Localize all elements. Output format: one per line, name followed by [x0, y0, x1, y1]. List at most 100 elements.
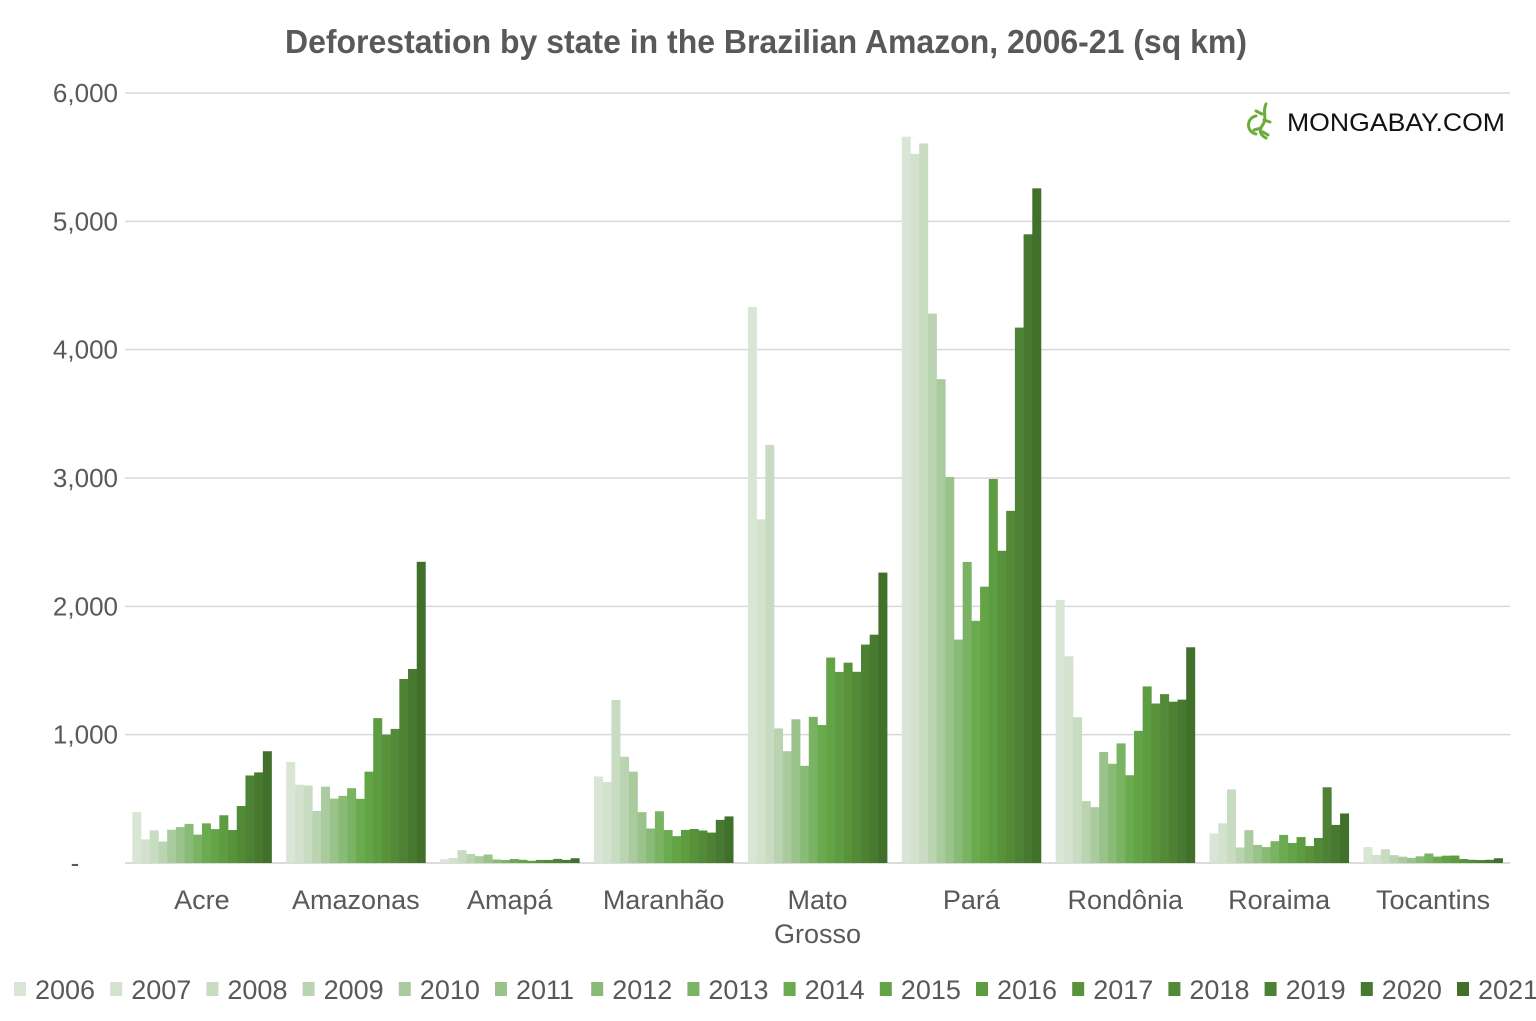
- bar-2014: [509, 859, 519, 863]
- bar-2011: [329, 798, 339, 863]
- bar-2016: [1142, 686, 1152, 863]
- bar-group-roraima: [1209, 787, 1350, 863]
- bar-2006: [901, 136, 911, 864]
- bar-2008: [1380, 849, 1390, 863]
- bar-group-mato-grosso: [747, 306, 888, 864]
- bar-2017: [1151, 703, 1161, 863]
- legend-swatch: [206, 982, 219, 996]
- legend-label: 2019: [1286, 975, 1346, 1005]
- x-tick-label: Amazonas: [292, 885, 420, 915]
- bar-group-maranhão: [594, 699, 734, 863]
- legend-item-2018: 2018: [1168, 975, 1249, 1005]
- bar-2016: [1450, 855, 1460, 863]
- bar-2018: [1006, 510, 1016, 863]
- bar-2021: [262, 751, 272, 863]
- bar-2019: [1014, 327, 1024, 863]
- bar-2020: [1331, 824, 1341, 863]
- bar-2008: [457, 850, 467, 863]
- bar-2012: [953, 639, 963, 863]
- bar-2018: [390, 728, 400, 863]
- x-tick-label: Maranhão: [603, 885, 725, 915]
- bar-2017: [1459, 859, 1469, 863]
- bar-2019: [553, 858, 563, 863]
- bar-2008: [919, 143, 929, 863]
- bar-2010: [321, 786, 331, 863]
- legend-item-2009: 2009: [302, 975, 384, 1005]
- bar-2007: [1218, 823, 1228, 863]
- bar-2020: [1023, 234, 1033, 864]
- bar-2021: [570, 858, 580, 863]
- bar-2009: [1235, 847, 1245, 863]
- bar-2016: [373, 718, 383, 863]
- bar-2019: [1168, 701, 1178, 863]
- bar-2012: [492, 859, 502, 863]
- bar-2012: [800, 765, 810, 863]
- bar-2013: [1424, 853, 1434, 863]
- legend-item-2015: 2015: [879, 975, 961, 1005]
- y-tick-label: -: [71, 848, 80, 878]
- bar-2018: [544, 859, 554, 863]
- bar-2006: [1363, 847, 1373, 863]
- bar-2018: [852, 671, 862, 863]
- legend-item-2007: 2007: [110, 975, 191, 1005]
- bar-2020: [869, 634, 879, 863]
- bar-2017: [689, 828, 699, 863]
- y-tick-label: 1,000: [53, 720, 118, 750]
- bar-2017: [228, 830, 238, 863]
- bar-2007: [448, 857, 458, 863]
- legend-swatch: [1072, 982, 1085, 996]
- bar-2016: [988, 479, 998, 863]
- legend-swatch: [687, 982, 700, 996]
- bar-2010: [1398, 856, 1408, 863]
- bar-2012: [184, 823, 194, 863]
- legend-item-2021: 2021: [1457, 975, 1536, 1005]
- legend-label: 2008: [227, 975, 287, 1005]
- bar-2015: [980, 586, 990, 863]
- legend-label: 2006: [35, 975, 95, 1005]
- bar-2020: [1485, 859, 1495, 863]
- bar-2010: [1090, 807, 1100, 863]
- bar-2006: [594, 776, 604, 863]
- bar-2011: [175, 827, 185, 863]
- legend-label: 2007: [131, 975, 191, 1005]
- legend-item-2020: 2020: [1360, 975, 1442, 1005]
- y-tick-label: 6,000: [53, 78, 118, 108]
- bar-2007: [294, 784, 304, 863]
- bar-2015: [518, 859, 528, 863]
- bar-2012: [338, 795, 348, 863]
- bar-2014: [355, 798, 365, 863]
- bar-2011: [637, 812, 647, 863]
- x-tick-label: Mato Grosso: [774, 885, 861, 949]
- legend-label: 2013: [708, 975, 768, 1005]
- bars: [132, 136, 1503, 864]
- bar-2018: [236, 806, 246, 863]
- legend-label: 2016: [997, 975, 1057, 1005]
- bar-2006: [440, 859, 450, 863]
- bar-2009: [1081, 801, 1091, 863]
- legend-label: 2009: [324, 975, 384, 1005]
- bar-2014: [1125, 775, 1135, 863]
- bar-2011: [945, 476, 955, 863]
- legend-swatch: [879, 982, 892, 996]
- bar-2015: [1441, 855, 1451, 863]
- watermark-text: MONGABAY.COM: [1287, 109, 1505, 137]
- x-tick-label: Rondônia: [1067, 885, 1184, 915]
- bar-2021: [416, 561, 426, 863]
- bar-2007: [756, 519, 766, 863]
- bar-2014: [971, 620, 981, 863]
- bar-2006: [747, 306, 757, 864]
- bar-2010: [782, 751, 792, 863]
- legend-label: 2014: [805, 975, 865, 1005]
- bar-2010: [936, 379, 946, 863]
- bar-2008: [149, 830, 159, 863]
- legend-swatch: [1360, 982, 1373, 996]
- bar-2010: [167, 829, 177, 863]
- legend-swatch: [1264, 982, 1277, 996]
- bar-2017: [997, 550, 1007, 863]
- legend-item-2010: 2010: [398, 975, 480, 1005]
- legend-swatch: [783, 982, 796, 996]
- bar-2014: [201, 823, 211, 863]
- legend: 2006 2007 2008 2009 2010 2011 2012 2013 2014 2015…: [14, 975, 1536, 1005]
- bar-2018: [1313, 837, 1323, 863]
- legend-label: 2020: [1382, 975, 1442, 1005]
